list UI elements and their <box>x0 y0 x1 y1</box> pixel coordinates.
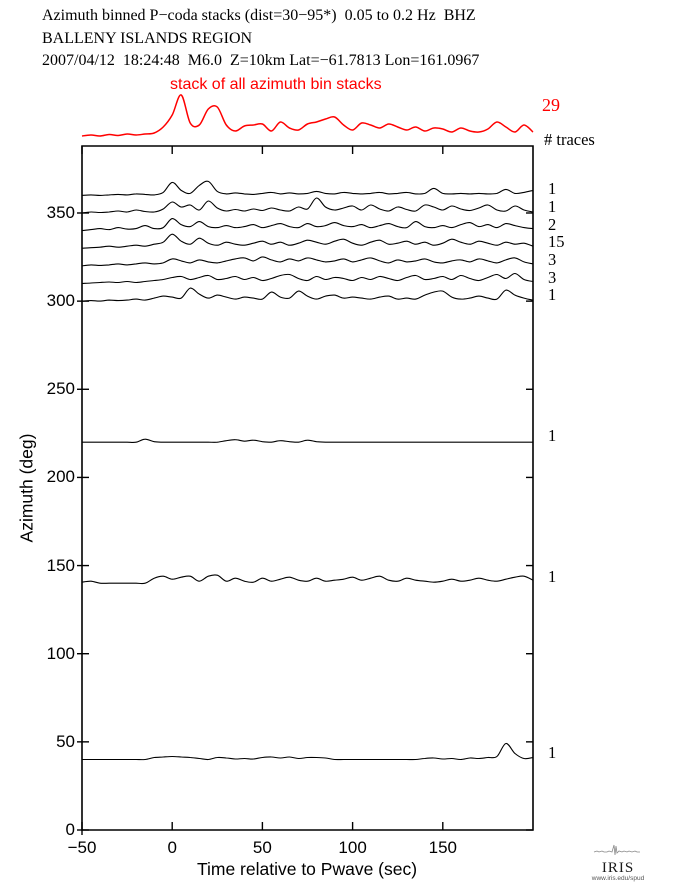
stack-trace-title: stack of all azimuth bin stacks <box>170 76 382 93</box>
trace-count-label: 3 <box>548 267 557 287</box>
iris-logo: IRIS www.iris.edu/spud <box>588 843 648 882</box>
trace-count-label: 1 <box>548 179 557 199</box>
bin-trace-az330 <box>81 233 534 249</box>
y-tick-label: 200 <box>46 467 75 487</box>
y-tick-label: 0 <box>65 820 75 839</box>
stack-trace-count: 29 <box>542 95 560 115</box>
plot-box <box>81 145 534 831</box>
figure-title-line1: Azimuth binned P−coda stacks (dist=30−95… <box>42 7 476 24</box>
figure-title-line3: 2007/04/12 18:24:48 M6.0 Z=10km Lat=−61.… <box>42 52 480 69</box>
x-tick-label: 0 <box>167 838 177 857</box>
x-tick-label: −50 <box>67 838 97 857</box>
y-tick-label: 250 <box>46 379 75 399</box>
bin-trace-az350 <box>81 197 534 214</box>
bin-trace-az340 <box>81 218 534 232</box>
y-tick-label: 100 <box>46 643 75 663</box>
trace-count-label: 15 <box>548 232 565 252</box>
y-tick-label: 150 <box>46 555 75 575</box>
bin-trace-az220 <box>81 438 533 443</box>
x-tick-label: 150 <box>428 838 457 857</box>
y-axis-label: Azimuth (deg) <box>16 433 37 543</box>
y-tick-label: 50 <box>56 731 75 751</box>
iris-logo-url: www.iris.edu/spud <box>591 875 645 882</box>
trace-count-label: 2 <box>548 214 557 234</box>
y-tick-label: 350 <box>46 202 75 222</box>
trace-count-label: 1 <box>548 426 557 446</box>
trace-count-label: 1 <box>548 196 557 216</box>
x-tick-label: 100 <box>338 838 367 857</box>
x-axis-label: Time relative to Pwave (sec) <box>196 859 418 879</box>
y-tick-label: 300 <box>46 291 75 311</box>
figure-title-line2: BALLENY ISLANDS REGION <box>42 30 253 47</box>
x-tick-label: 50 <box>252 838 272 857</box>
stack-trace <box>81 94 534 137</box>
trace-count-label: 1 <box>548 743 557 763</box>
bin-trace-az310 <box>81 272 534 285</box>
bin-trace-az40 <box>81 742 534 761</box>
trace-count-label: 1 <box>548 567 557 587</box>
iris-logo-text: IRIS <box>601 860 635 876</box>
bin-trace-az360 <box>81 180 534 196</box>
traces-column-header: # traces <box>544 130 595 149</box>
trace-count-label: 3 <box>548 249 557 269</box>
seismogram-squiggle-icon <box>593 844 640 856</box>
bin-trace-az320 <box>81 256 534 267</box>
bin-trace-az300 <box>81 287 534 302</box>
bin-trace-az140 <box>81 574 534 585</box>
trace-count-label: 1 <box>548 285 557 305</box>
